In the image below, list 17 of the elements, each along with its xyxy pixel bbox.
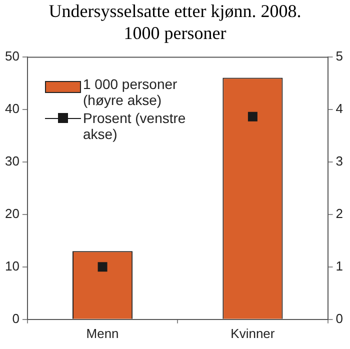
y-tick-label: 40 xyxy=(4,100,20,116)
y2-tick-label: 3 xyxy=(336,153,344,168)
y2-tick-label: 4 xyxy=(336,100,344,116)
y2-tick-label: 1 xyxy=(336,258,344,274)
y-tick-label: 30 xyxy=(4,153,20,168)
y-tick-label: 10 xyxy=(4,258,20,274)
legend-label: 1 000 personer (høyre akse) xyxy=(83,76,178,108)
y2-tick-label: 2 xyxy=(336,206,344,221)
x-tick-label: Menn xyxy=(86,326,119,341)
y-tick-label: 20 xyxy=(4,206,20,221)
legend-label: Prosent (venstre akse) xyxy=(83,110,187,142)
x-tick-label: Kvinner xyxy=(230,326,276,341)
y-tick-label: 50 xyxy=(4,48,20,64)
chart-title: Undersysselsatte etter kjønn. 2008. 1000 personer xyxy=(48,0,302,45)
y2-tick-label: 5 xyxy=(336,48,344,64)
y-tick-label: 0 xyxy=(12,310,20,326)
y2-tick-label: 0 xyxy=(336,310,344,326)
